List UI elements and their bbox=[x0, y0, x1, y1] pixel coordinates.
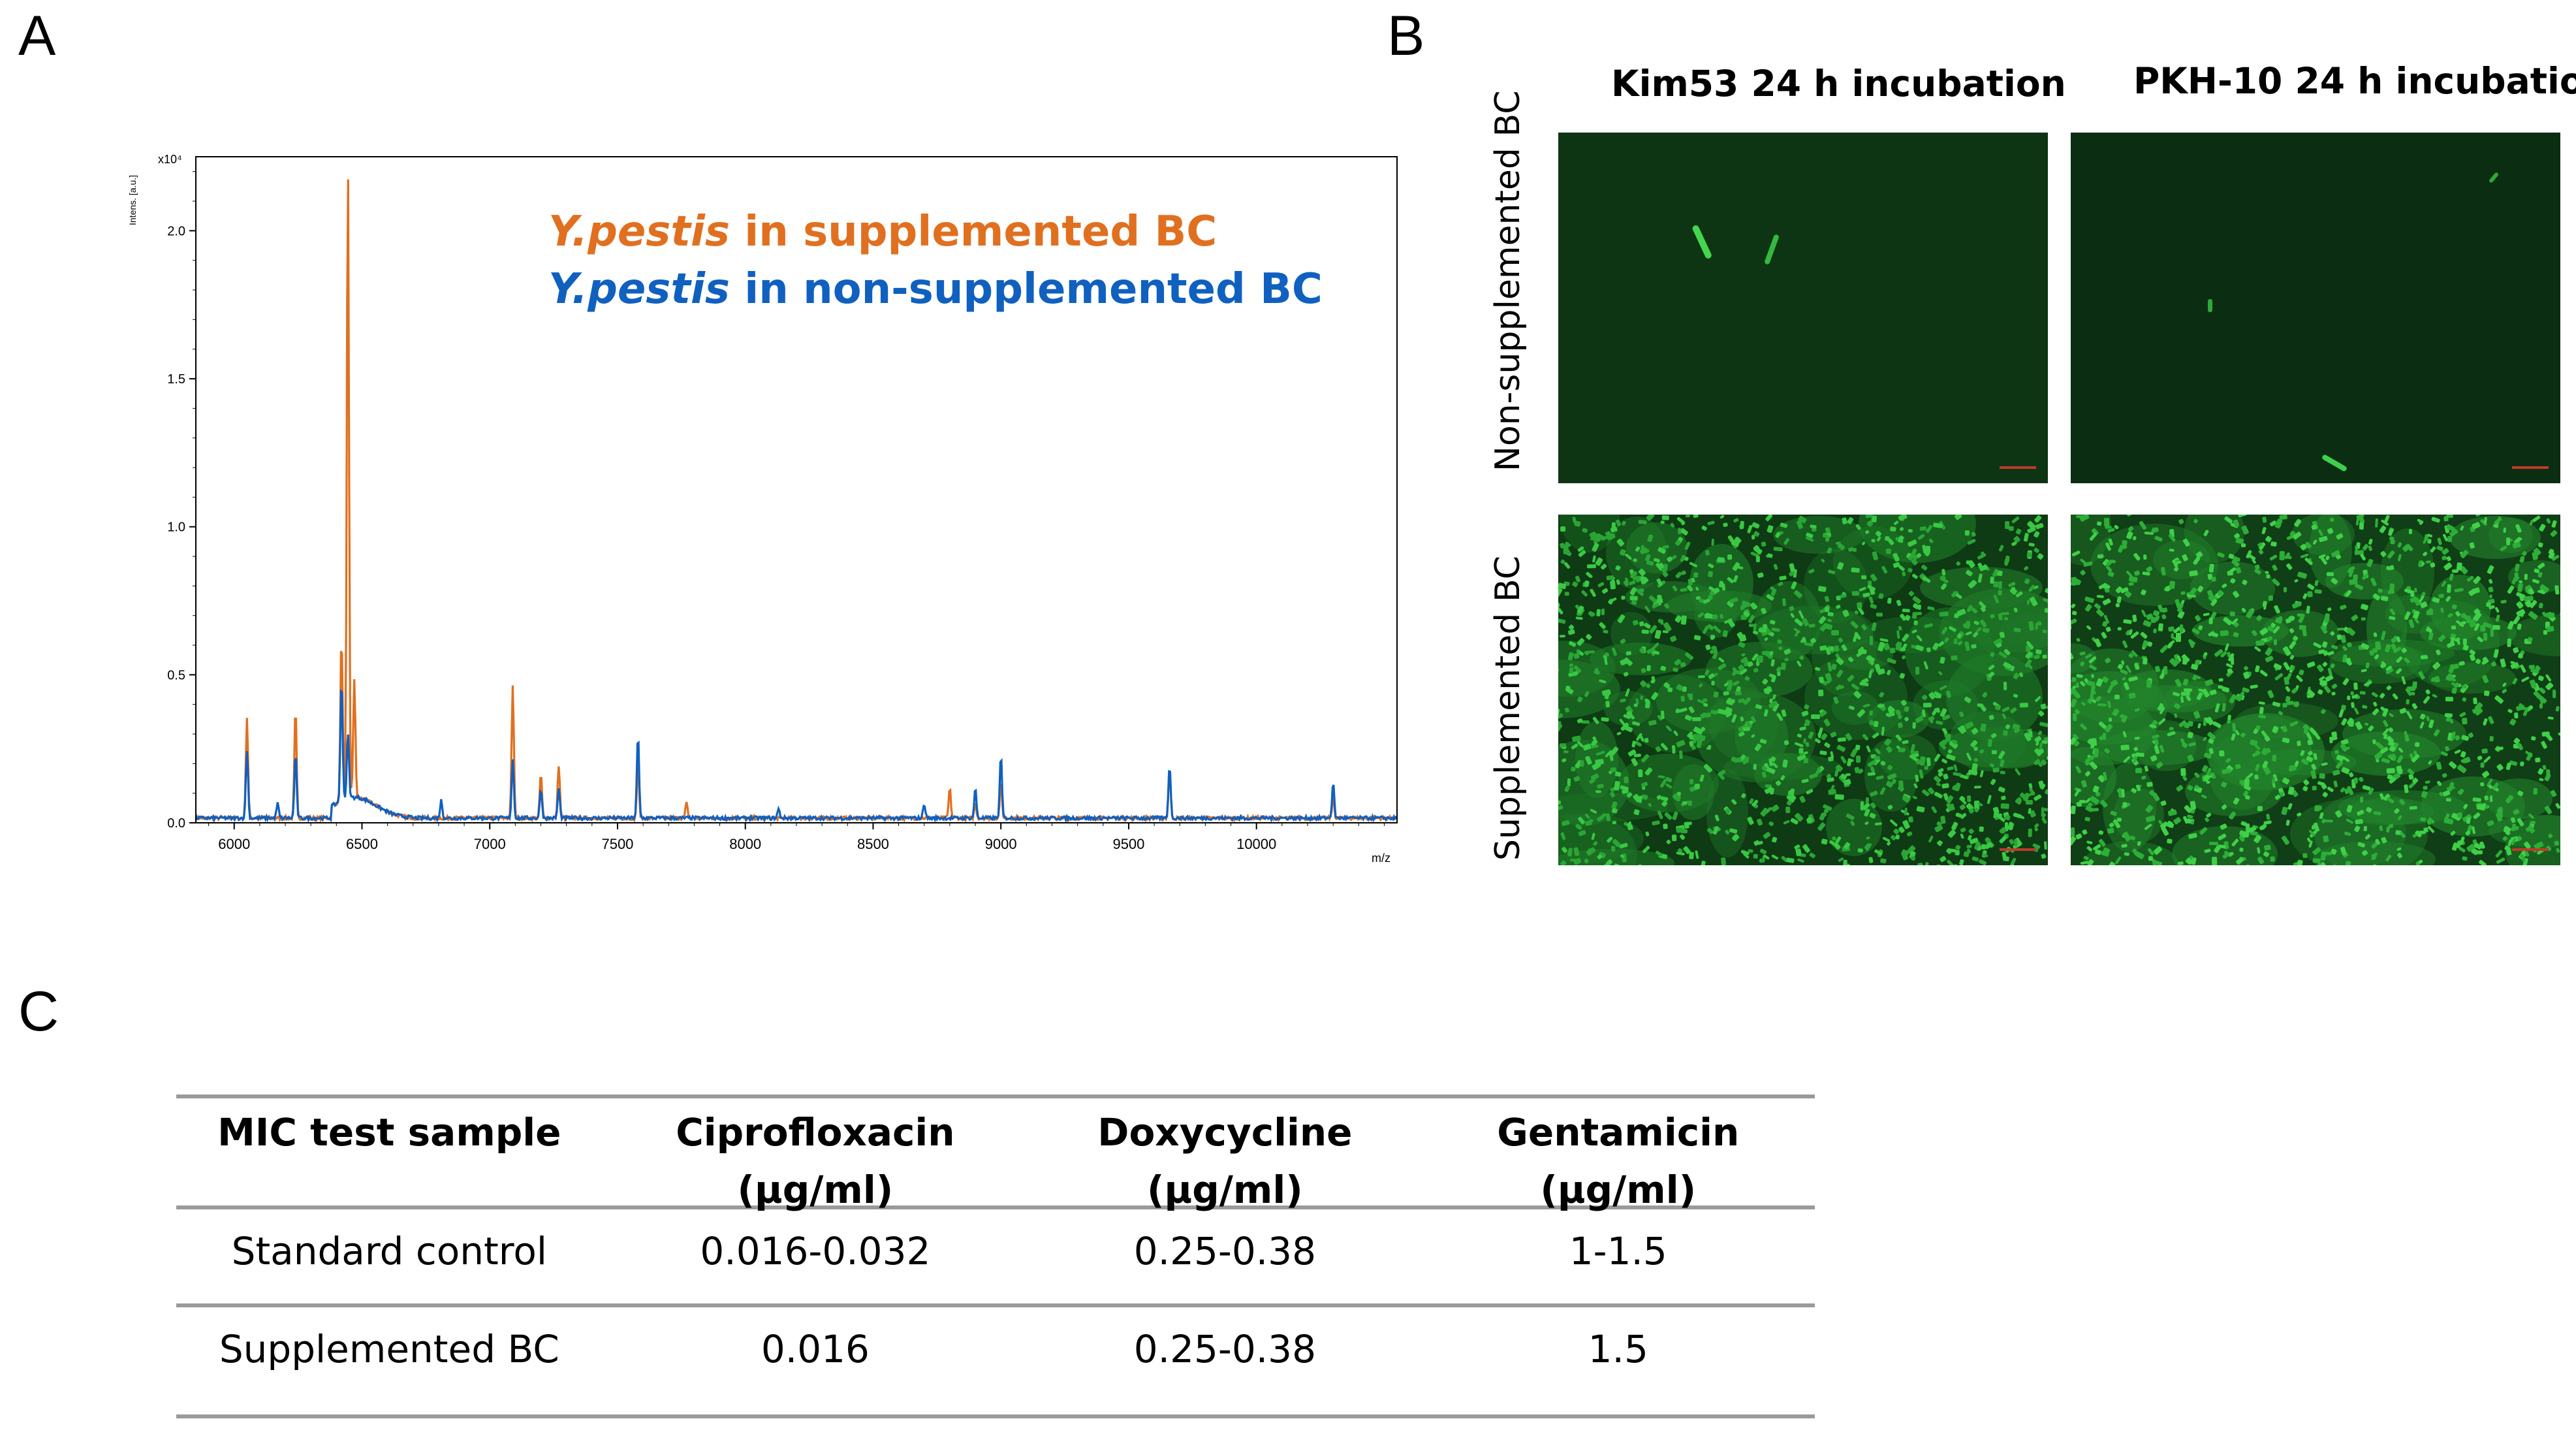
x-tick-label: 6500 bbox=[346, 836, 378, 852]
x-tick-label: 9000 bbox=[985, 836, 1017, 852]
mass-spectrum-chart: 6000 6500 7000 7500 8000 8500 9000 9500 10000 m/z… bbox=[124, 144, 1417, 882]
x-tick-label: 10000 bbox=[1236, 836, 1276, 852]
y-tick-label: 1.0 bbox=[167, 520, 185, 535]
scale-bar bbox=[2512, 466, 2549, 469]
panel-label-a: A bbox=[18, 5, 56, 67]
header-gentamicin: Gentamicin (µg/ml) bbox=[1422, 1097, 1815, 1222]
legend-non-supplemented-text: in non-supplemented BC bbox=[730, 265, 1323, 313]
micrograph-kim53-supplemented bbox=[1558, 515, 2048, 865]
header-sample-line1: MIC test sample bbox=[217, 1110, 561, 1155]
legend-supplemented-text: in supplemented BC bbox=[730, 208, 1217, 256]
col-title-kim53: Kim53 24 h incubation bbox=[1611, 63, 2066, 104]
micrograph-pkh10-non-supplemented bbox=[2071, 133, 2560, 483]
header-ciprofloxacin-line1: Ciprofloxacin bbox=[676, 1110, 955, 1155]
cell-sample: Supplemented BC bbox=[219, 1327, 559, 1371]
x-tick-label: 7500 bbox=[601, 836, 633, 852]
header-doxycycline-line1: Doxycycline bbox=[1097, 1110, 1353, 1155]
row-title-non-supplemented: Non-supplemented BC bbox=[1488, 90, 1528, 471]
y-tick-label: 0.0 bbox=[167, 816, 185, 831]
table-header-rule bbox=[176, 1205, 1815, 1209]
scale-bar bbox=[2512, 848, 2549, 851]
micrograph-sparse-1 bbox=[1558, 133, 2048, 483]
table-bottom-rule bbox=[176, 1414, 1815, 1418]
x-tick-label: 8500 bbox=[857, 836, 889, 852]
y-axis-label: Intens. [a.u.] bbox=[127, 175, 138, 225]
header-doxycycline: Doxycycline (µg/ml) bbox=[1028, 1097, 1421, 1222]
cell-doxycycline: 0.25-0.38 bbox=[1133, 1229, 1316, 1273]
table-top-rule bbox=[176, 1094, 1815, 1098]
table-row: Supplemented BC 0.016 0.25-0.38 1.5 bbox=[176, 1320, 1815, 1418]
x-tick-label: 8000 bbox=[729, 836, 761, 852]
col-title-pkh10: PKH-10 24 h incubation bbox=[2133, 60, 2576, 102]
header-gentamicin-line1: Gentamicin bbox=[1497, 1110, 1740, 1155]
plot-frame bbox=[195, 156, 1398, 823]
micrograph-sparse-2 bbox=[2071, 133, 2560, 483]
series-line-1 bbox=[195, 689, 1398, 823]
header-gentamicin-unit: (µg/ml) bbox=[1540, 1168, 1697, 1212]
legend-non-supplemented: Y.pestis in non-supplemented BC bbox=[548, 265, 1323, 313]
header-ciprofloxacin-unit: (µg/ml) bbox=[737, 1168, 894, 1212]
table-row: Standard control 0.016-0.032 0.25-0.38 1… bbox=[176, 1222, 1815, 1320]
x-tick-label: 6000 bbox=[218, 836, 250, 852]
header-doxycycline-unit: (µg/ml) bbox=[1147, 1168, 1303, 1212]
spectrum-svg: 6000 6500 7000 7500 8000 8500 9000 9500 10000 m/z… bbox=[127, 153, 1398, 865]
row-title-supplemented: Supplemented BC bbox=[1488, 555, 1528, 861]
mic-table: MIC test sample Ciprofloxacin (µg/ml) Dox… bbox=[176, 1097, 1815, 1418]
panel-label-b: B bbox=[1387, 5, 1425, 67]
y-tick-label: 1.5 bbox=[167, 372, 185, 387]
scale-bar bbox=[2000, 848, 2036, 851]
micrograph-kim53-non-supplemented bbox=[1558, 133, 2048, 483]
micrograph-dense-1 bbox=[1558, 515, 2048, 865]
table-header-row: MIC test sample Ciprofloxacin (µg/ml) Dox… bbox=[176, 1097, 1815, 1222]
x-axis-label: m/z bbox=[1372, 852, 1390, 865]
cell-doxycycline: 0.25-0.38 bbox=[1133, 1327, 1316, 1371]
header-ciprofloxacin: Ciprofloxacin (µg/ml) bbox=[603, 1097, 1029, 1222]
x-tick-label: 7000 bbox=[474, 836, 506, 852]
legend-supplemented: Y.pestis in supplemented BC bbox=[548, 208, 1217, 256]
cell-gentamicin: 1-1.5 bbox=[1569, 1229, 1667, 1273]
panel-label-c: C bbox=[18, 980, 59, 1043]
cell-sample: Standard control bbox=[231, 1229, 547, 1273]
legend-supplemented-italic: Y.pestis bbox=[548, 208, 730, 256]
cell-ciprofloxacin: 0.016-0.032 bbox=[700, 1229, 931, 1273]
cell-gentamicin: 1.5 bbox=[1588, 1327, 1648, 1371]
y-tick-label: 2.0 bbox=[167, 224, 185, 238]
micrograph-dense-2 bbox=[2071, 515, 2560, 865]
scale-bar bbox=[2000, 466, 2036, 469]
header-sample: MIC test sample bbox=[176, 1097, 603, 1222]
table-row-rule bbox=[176, 1303, 1815, 1307]
x-tick-label: 9500 bbox=[1112, 836, 1144, 852]
cell-ciprofloxacin: 0.016 bbox=[761, 1327, 870, 1371]
legend-non-supplemented-italic: Y.pestis bbox=[548, 265, 730, 313]
y-tick-label: 0.5 bbox=[167, 668, 185, 682]
micrograph-pkh10-supplemented bbox=[2071, 515, 2560, 865]
y-multiplier: x10⁴ bbox=[158, 153, 182, 166]
